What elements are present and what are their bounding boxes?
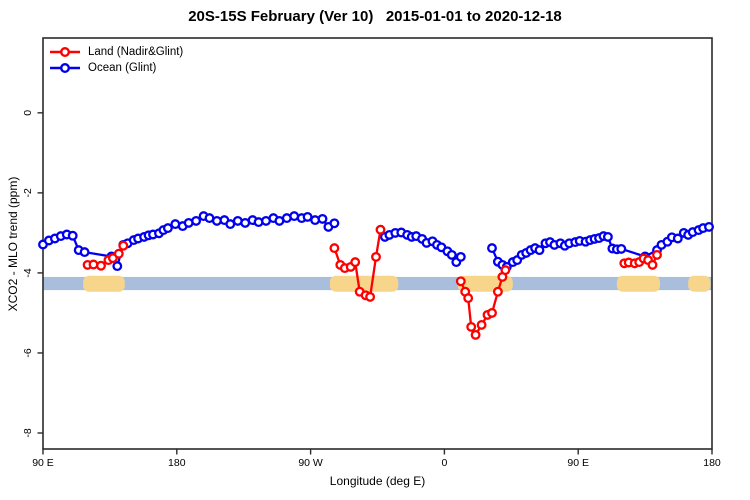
svg-text:90 W: 90 W: [298, 457, 323, 469]
legend-item-ocean: Ocean (Glint): [48, 60, 183, 76]
svg-text:180: 180: [168, 457, 186, 469]
y-axis-title: XCO2 - MLO trend (ppm): [6, 176, 20, 312]
svg-text:0: 0: [441, 457, 447, 469]
land-series-swatch-icon: [50, 47, 80, 57]
svg-text:0: 0: [22, 110, 34, 116]
svg-text:90 E: 90 E: [567, 457, 589, 469]
land-series: [82, 224, 662, 340]
chart-title: 20S-15S February (Ver 10) 2015-01-01 to …: [188, 8, 562, 25]
ocean-series-swatch-icon: [50, 63, 80, 73]
ocean-series: [38, 211, 714, 272]
legend-item-land: Land (Nadir&Glint): [48, 44, 183, 60]
svg-text:-2: -2: [22, 188, 34, 197]
svg-text:-8: -8: [22, 428, 34, 437]
x-axis-ticks: 90 E 180 90 W 0 90 E 180: [32, 449, 721, 469]
legend-label-ocean: Ocean (Glint): [88, 62, 157, 74]
svg-text:180: 180: [703, 457, 721, 469]
y-axis-ticks: 0 -2 -4 -6 -8: [22, 110, 43, 438]
legend: Land (Nadir&Glint) Ocean (Glint): [48, 44, 183, 76]
svg-text:-4: -4: [22, 268, 34, 277]
legend-label-land: Land (Nadir&Glint): [88, 46, 184, 58]
x-axis-title: Longitude (deg E): [329, 474, 426, 488]
svg-text:90 E: 90 E: [32, 457, 54, 469]
svg-text:-6: -6: [22, 348, 34, 357]
